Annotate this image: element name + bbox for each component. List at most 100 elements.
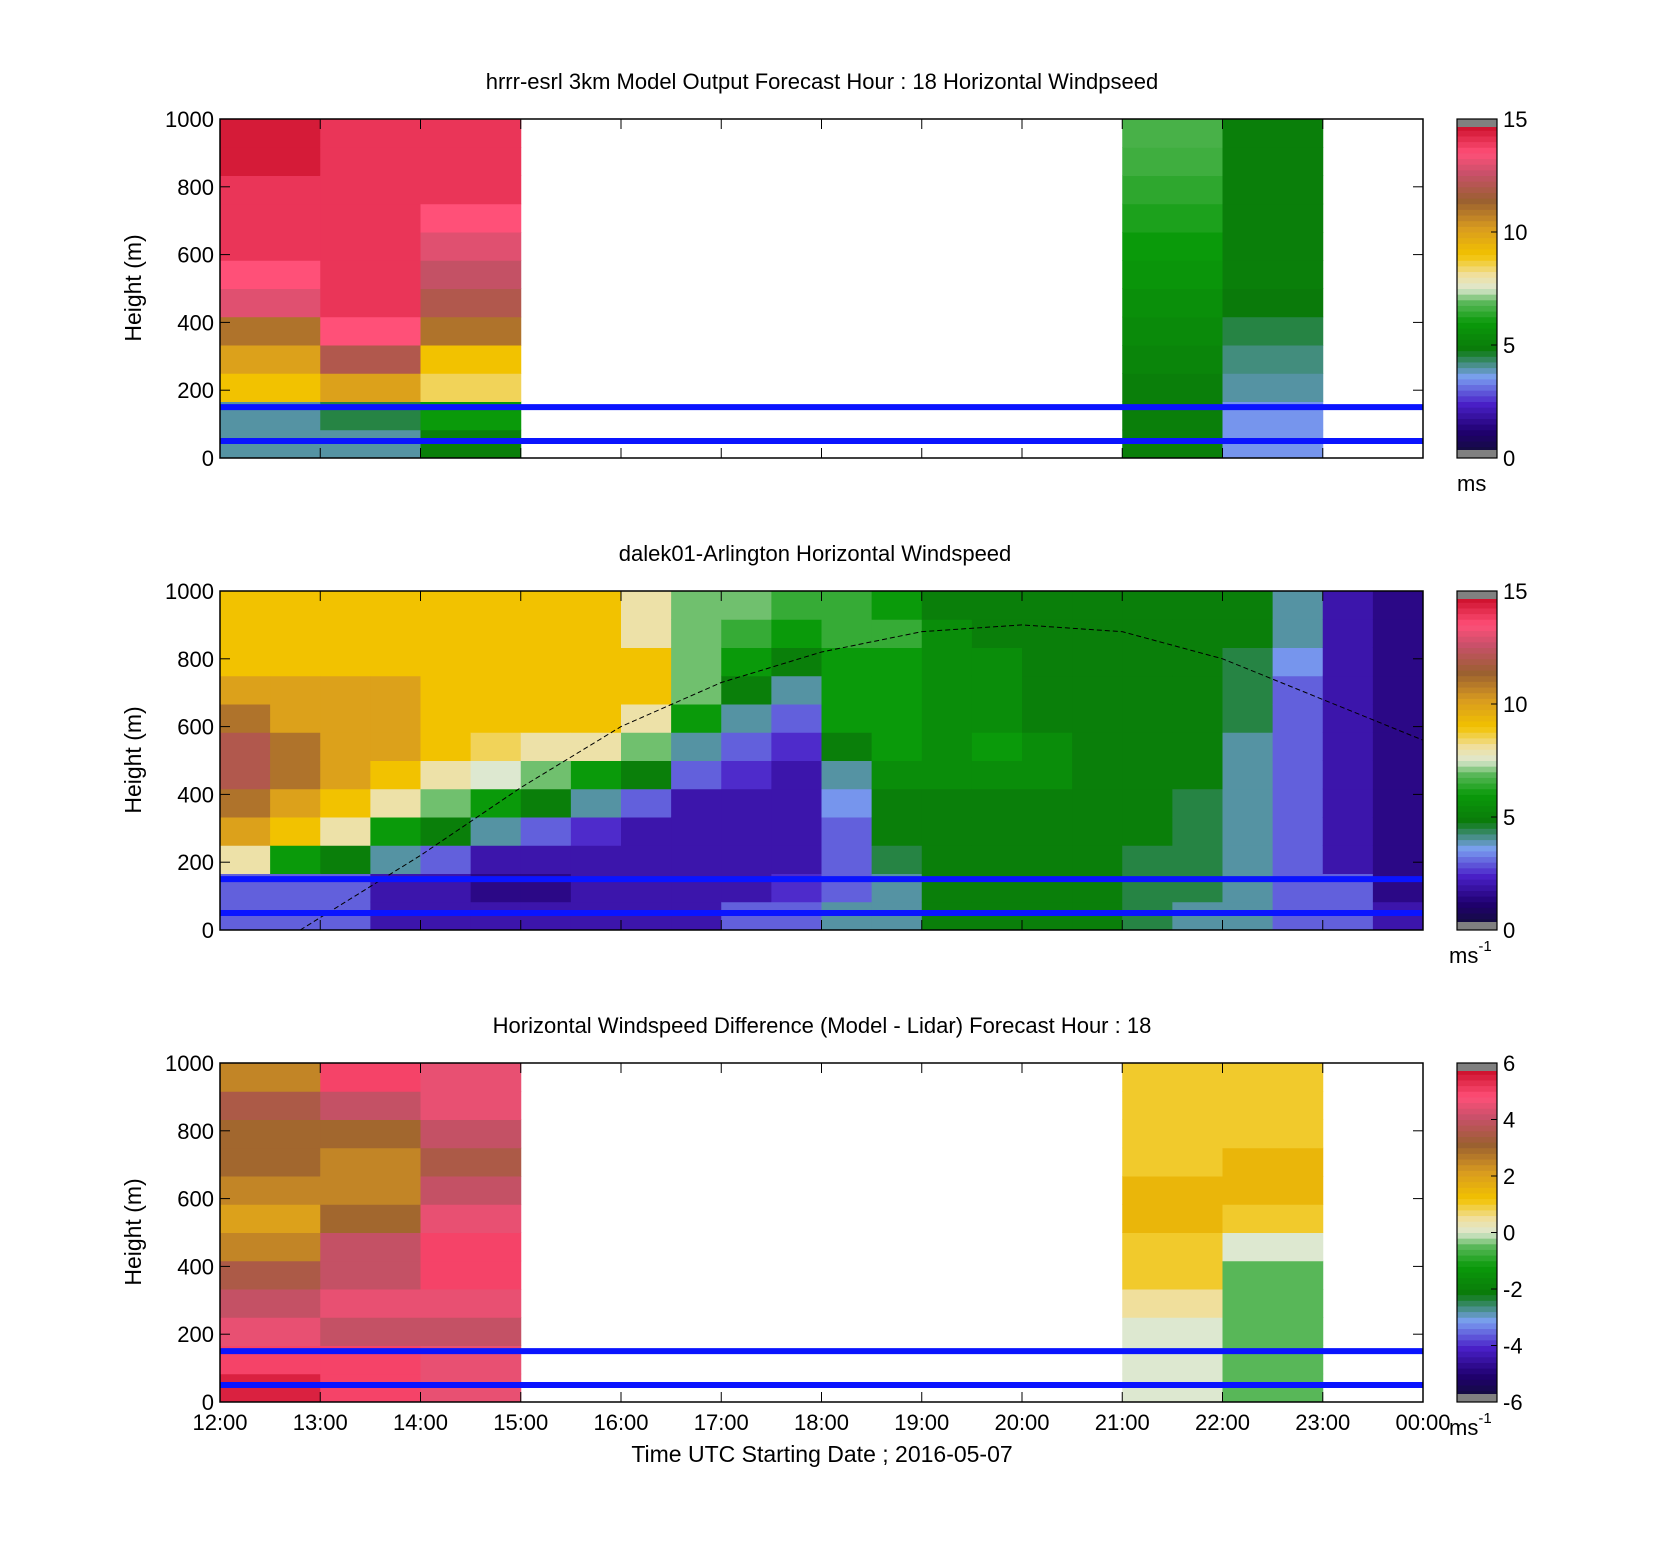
heatmap-cell	[1122, 345, 1223, 374]
heatmap-cell	[721, 788, 772, 818]
colorbar-tick-label: 6	[1503, 1051, 1515, 1076]
heatmap-cell	[921, 675, 973, 705]
colorbar-segment	[1457, 232, 1497, 239]
heatmap-cell	[971, 619, 1023, 648]
heatmap-cell	[1222, 591, 1274, 620]
heatmap-cell	[671, 845, 722, 874]
colorbar-cap	[1457, 591, 1497, 599]
heatmap-cell	[420, 788, 472, 818]
heatmap-cell	[570, 591, 622, 620]
y-axis-label: Height (m)	[120, 1178, 146, 1285]
colorbar-segment	[1457, 1164, 1497, 1171]
heatmap-cell	[1322, 788, 1374, 818]
heatmap-cell	[871, 901, 923, 931]
colorbar-segment	[1457, 435, 1497, 442]
heatmap-cell	[320, 316, 421, 346]
colorbar-segment	[1457, 1079, 1497, 1087]
colorbar-segment	[1457, 732, 1497, 739]
panel-lidar: dalek01-Arlington Horizontal Windspeed 0…	[120, 541, 1527, 968]
heatmap-cell	[1322, 817, 1374, 846]
heatmap-cell	[1072, 760, 1123, 790]
heatmap-cell	[621, 619, 672, 648]
heatmap-cell	[771, 591, 822, 620]
colorbar-frame	[1456, 118, 1498, 459]
colorbar-segment	[1457, 1356, 1497, 1363]
colorbar-segment	[1457, 1300, 1497, 1307]
colorbar-segment	[1457, 766, 1497, 773]
heatmap-cell	[320, 429, 421, 459]
heatmap-cell	[1222, 429, 1324, 459]
colorbar-segment	[1457, 175, 1497, 182]
heatmap-cell	[871, 760, 923, 790]
x-ticks	[219, 591, 1424, 930]
colorbar-segment	[1457, 1187, 1497, 1194]
y-tick-label: 1000	[165, 579, 214, 604]
heatmap-cell	[1172, 760, 1223, 790]
colorbar-tick-label: -4	[1503, 1334, 1523, 1359]
heatmap-cell	[1122, 119, 1223, 148]
heatmap-cell	[1022, 647, 1073, 677]
colorbar-segment	[1457, 788, 1497, 795]
heatmap-cell	[1372, 901, 1424, 931]
heatmap-cell	[520, 901, 572, 931]
heatmap-cell	[1172, 704, 1223, 733]
colorbar-segment	[1457, 294, 1497, 301]
heatmap-cell	[1272, 845, 1324, 874]
heatmap-cell	[320, 1204, 421, 1233]
heatmap-cell	[821, 760, 873, 790]
colorbar-tick-label: 15	[1503, 579, 1527, 604]
heatmap-cell	[1372, 760, 1424, 790]
colorbar-segment	[1457, 1221, 1497, 1228]
heatmap-cell	[1272, 817, 1324, 846]
colorbar-segment	[1457, 1170, 1497, 1177]
colorbar-segment	[1457, 130, 1497, 137]
heatmap-cell	[1122, 1119, 1223, 1149]
heatmap-cell	[320, 260, 421, 289]
colorbar-segment	[1457, 260, 1497, 267]
colorbar-segment	[1457, 828, 1497, 835]
heatmap-cell	[520, 619, 572, 648]
colorbar-segment	[1457, 896, 1497, 903]
heatmap-cell	[570, 788, 622, 818]
y-tick-label: 400	[177, 310, 214, 335]
colorbar-segment	[1457, 1102, 1497, 1109]
heatmap-cell	[1222, 704, 1274, 733]
colorbar-tick-label: 10	[1503, 220, 1527, 245]
colorbar-tick-label: 5	[1503, 805, 1515, 830]
colorbar-segment	[1457, 1142, 1497, 1149]
heatmap-cell	[821, 675, 873, 705]
y-tick-label: 0	[202, 446, 214, 471]
colorbar-unit-exponent: -1	[1478, 1410, 1491, 1427]
colorbar-segment	[1457, 135, 1497, 143]
x-tick-labels: 12:00 13:00 14:00 15:00 16:00 17:00 18:00 19:00…	[192, 1410, 1450, 1435]
heatmap-cell	[1172, 591, 1223, 620]
colorbar-segment	[1457, 720, 1497, 728]
heatmap-cell	[1272, 760, 1324, 790]
colorbar-segment	[1457, 619, 1497, 626]
colorbar-segment	[1457, 305, 1497, 312]
y-tick-label: 600	[177, 715, 214, 740]
heatmap-cell	[871, 704, 923, 733]
heatmap-cell	[220, 429, 321, 459]
heatmap-cell	[320, 1119, 421, 1149]
heatmap-cell	[1022, 845, 1073, 874]
y-tick-label: 600	[177, 1187, 214, 1212]
heatmap-cell	[821, 591, 873, 620]
heatmap-cell	[320, 1176, 421, 1205]
heatmap-cell	[420, 1260, 522, 1290]
heatmap-cell	[1122, 817, 1173, 846]
colorbar-segment	[1457, 641, 1497, 648]
heatmap-cell	[621, 591, 672, 620]
heatmap-cell	[1372, 647, 1424, 677]
heatmap-cell	[1222, 345, 1324, 374]
y-tick-label: 800	[177, 1119, 214, 1144]
heatmap-cell	[1322, 845, 1374, 874]
heatmap-cell	[1222, 147, 1324, 176]
colorbar-segment	[1457, 181, 1497, 188]
heatmap-cell	[821, 901, 873, 931]
colorbar-segment	[1457, 248, 1497, 256]
heatmap-cell	[320, 1232, 421, 1262]
heatmap-cell	[1072, 901, 1123, 931]
colorbar-segment	[1457, 186, 1497, 193]
heatmap-cell	[420, 1317, 522, 1346]
